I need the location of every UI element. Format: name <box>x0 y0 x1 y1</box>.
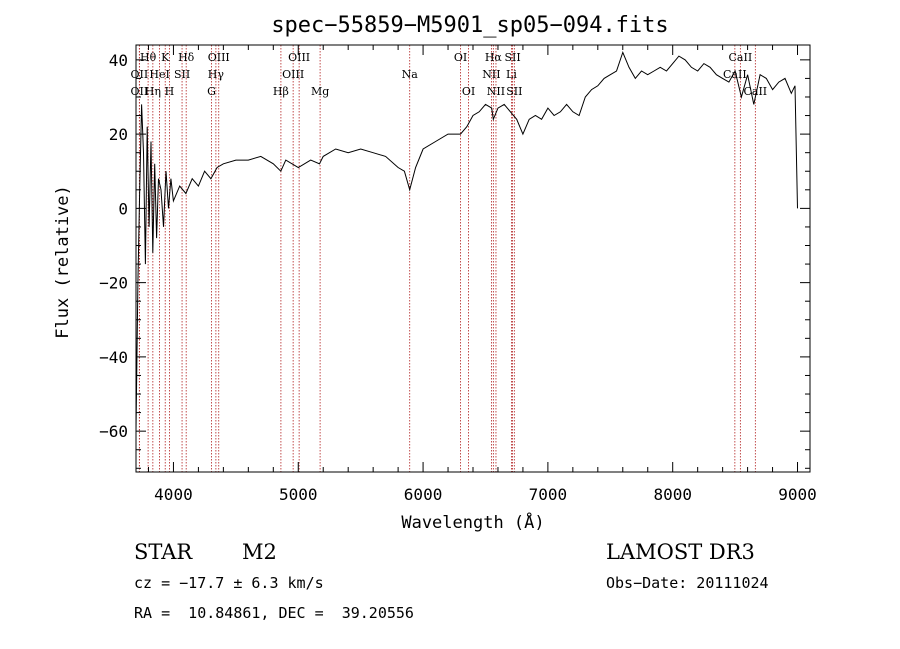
x-tick-label: 6000 <box>404 485 443 504</box>
spectral-line-label: G <box>207 85 216 98</box>
spectral-line-label: OI <box>462 85 475 98</box>
spectral-line-label: H <box>165 85 175 98</box>
spectral-line-markers <box>138 45 756 472</box>
spectral-line-label: Hβ <box>273 85 289 98</box>
spectral-line-label: CaII <box>723 68 747 81</box>
y-tick-label: 0 <box>118 199 128 218</box>
ra-dec: RA = 10.84861, DEC = 39.20556 <box>134 604 414 622</box>
object-subclass: M2 <box>242 540 277 564</box>
spectral-line-label: Mg <box>311 85 329 98</box>
spectral-line-label: Hδ <box>178 51 195 64</box>
spectral-line-label: OIII <box>282 68 304 81</box>
spectral-line-label: SII <box>174 68 190 81</box>
spectral-line-label: SII <box>504 51 520 64</box>
spectral-line-label: K <box>161 51 170 64</box>
spectral-line-label: Hγ <box>208 68 225 81</box>
redshift-cz: cz = −17.7 ± 6.3 km/s <box>134 574 324 592</box>
obs-date: Obs−Date: 20111024 <box>606 574 769 592</box>
x-axis-ticks: 4000 5000 6000 7000 8000 9000 <box>147 45 817 504</box>
spectral-line-label: Hθ <box>140 51 157 64</box>
x-tick-label: 8000 <box>653 485 692 504</box>
y-tick-label: −40 <box>99 348 128 367</box>
x-axis-label: Wavelength (Å) <box>401 511 544 533</box>
y-tick-label: −20 <box>99 274 128 293</box>
chart-title: spec−55859−M5901_sp05−094.fits <box>271 13 668 38</box>
survey-name: LAMOST DR3 <box>606 540 755 564</box>
spectral-line-label: OIII <box>208 51 230 64</box>
spectral-line-label: Hη <box>145 85 161 98</box>
spectral-line-label: OIII <box>288 51 310 64</box>
x-tick-label: 4000 <box>154 485 193 504</box>
spectral-line-label: OII <box>131 85 149 98</box>
spectral-line-label: CaII <box>743 85 767 98</box>
y-tick-label: 40 <box>109 51 128 70</box>
spectral-line-label: Hα <box>485 51 503 64</box>
spectral-line-label: NII <box>487 85 505 98</box>
spectral-line-label: OI <box>454 51 467 64</box>
x-tick-label: 7000 <box>529 485 568 504</box>
spectral-line-label: NII <box>482 68 500 81</box>
spectral-line-label: HeI <box>149 68 169 81</box>
spectrum-series-line <box>135 50 798 432</box>
x-tick-label: 9000 <box>778 485 817 504</box>
y-axis-ticks: −60 −40 −20 0 20 40 <box>99 51 810 469</box>
spectral-line-label: OII <box>131 68 149 81</box>
object-class: STAR <box>134 540 193 564</box>
spectral-line-label: CaII <box>729 51 753 64</box>
spectral-line-label: Li <box>506 68 517 81</box>
y-tick-label: 20 <box>109 125 128 144</box>
spectral-line-label: Na <box>402 68 419 81</box>
y-axis-label: Flux (relative) <box>53 185 73 339</box>
y-tick-label: −60 <box>99 422 128 441</box>
plot-frame <box>135 44 811 473</box>
x-tick-label: 5000 <box>279 485 318 504</box>
spectral-line-label: SII <box>506 85 522 98</box>
